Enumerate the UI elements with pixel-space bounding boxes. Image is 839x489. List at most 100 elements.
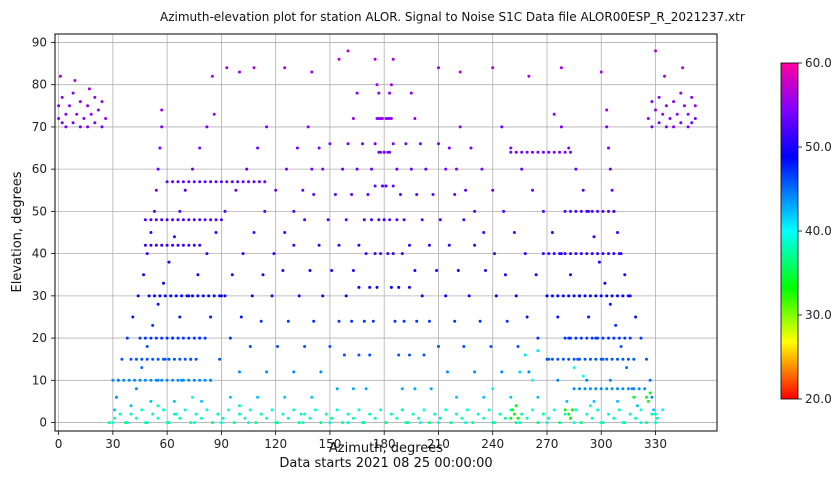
scatter-point: [149, 399, 153, 403]
scatter-point: [140, 366, 144, 370]
scatter-point: [456, 269, 460, 272]
scatter-point: [594, 357, 598, 361]
scatter-point: [388, 218, 392, 222]
scatter-point: [357, 353, 361, 357]
scatter-point: [655, 416, 659, 420]
scatter-point: [587, 315, 591, 319]
scatter-point: [402, 319, 406, 323]
scatter-point: [218, 294, 222, 298]
scatter-point: [192, 218, 196, 222]
scatter-point: [569, 416, 572, 420]
x-tick-label: 60: [160, 437, 175, 451]
scatter-point: [514, 294, 518, 298]
scatter-point: [317, 243, 321, 247]
scatter-point: [610, 188, 614, 192]
scatter-point: [395, 218, 399, 222]
scatter-point: [455, 167, 458, 171]
scatter-point: [406, 421, 410, 425]
scatter-point: [574, 408, 578, 412]
scatter-point: [520, 150, 524, 154]
scatter-point: [205, 125, 209, 129]
scatter-point: [596, 209, 600, 213]
scatter-point: [682, 104, 686, 108]
scatter-point: [453, 319, 457, 323]
scatter-point: [550, 231, 554, 234]
scatter-point: [187, 336, 191, 340]
scatter-point: [107, 421, 111, 425]
scatter-point: [552, 252, 556, 256]
scatter-point: [471, 421, 475, 425]
scatter-point: [657, 95, 661, 99]
scatter-point: [389, 412, 393, 416]
scatter-point: [601, 421, 605, 425]
scatter-point: [570, 408, 574, 412]
scatter-point: [330, 269, 334, 272]
scatter-point: [265, 416, 269, 420]
scatter-point: [283, 395, 287, 399]
scatter-point: [420, 294, 424, 298]
scatter-point: [594, 294, 598, 298]
scatter-point: [520, 412, 524, 416]
scatter-point: [254, 421, 258, 425]
scatter-point: [227, 408, 231, 412]
scatter-point: [558, 252, 562, 256]
x-tick-label: 210: [427, 437, 450, 451]
scatter-point: [145, 252, 149, 256]
scatter-point: [176, 243, 180, 247]
scatter-point: [236, 180, 240, 184]
y-tick-label: 40: [32, 247, 47, 261]
scatter-point: [402, 218, 406, 222]
scatter-point: [181, 336, 185, 340]
scatter-point: [493, 252, 496, 256]
colorbar-ticks: 20.0 30.0 40.0 50.0 60.0: [798, 56, 832, 406]
scatter-point: [621, 357, 625, 361]
scatter-point: [187, 180, 191, 184]
scatter-point: [605, 357, 609, 361]
scatter-point: [601, 336, 605, 340]
scatter-point: [400, 252, 404, 256]
scatter-point: [78, 125, 82, 129]
scatter-point: [68, 104, 71, 108]
scatter-point: [58, 74, 62, 78]
scatter-point: [531, 378, 534, 382]
scatter-point: [145, 357, 149, 361]
scatter-point: [400, 387, 404, 391]
scatter-point: [214, 180, 218, 184]
scatter-point: [437, 421, 440, 425]
scatter-point: [183, 408, 187, 412]
scatter-point: [366, 193, 370, 196]
scatter-point: [413, 117, 417, 120]
scatter-point: [386, 117, 390, 120]
scatter-point: [391, 57, 395, 61]
scatter-point: [346, 412, 350, 416]
scatter-point: [140, 357, 144, 361]
scatter-point: [286, 319, 290, 323]
scatter-point: [219, 421, 223, 425]
scatter-point: [612, 416, 616, 420]
scatter-point: [357, 243, 361, 247]
scatter-point: [310, 70, 314, 74]
scatter-point: [389, 83, 393, 87]
scatter-point: [617, 408, 621, 412]
scatter-point: [693, 104, 697, 108]
scatter-point: [368, 353, 372, 357]
scatter-point: [509, 395, 513, 399]
scatter-point: [616, 387, 619, 391]
scatter-point: [248, 345, 252, 348]
scatter-point: [525, 416, 529, 420]
scatter-point: [344, 294, 348, 298]
scatter-point: [104, 117, 108, 120]
scatter-point: [588, 387, 592, 391]
scatter-point: [473, 209, 477, 213]
scatter-point: [172, 235, 176, 239]
scatter-point: [198, 218, 202, 222]
scatter-point: [400, 408, 404, 412]
scatter-point: [371, 319, 375, 323]
scatter-point: [581, 188, 585, 192]
scatter-point: [632, 395, 636, 399]
scatter-point: [176, 180, 180, 184]
scatter-point: [241, 180, 245, 184]
scatter-point: [221, 416, 225, 420]
scatter-point: [588, 404, 592, 408]
scatter-point: [218, 357, 222, 361]
